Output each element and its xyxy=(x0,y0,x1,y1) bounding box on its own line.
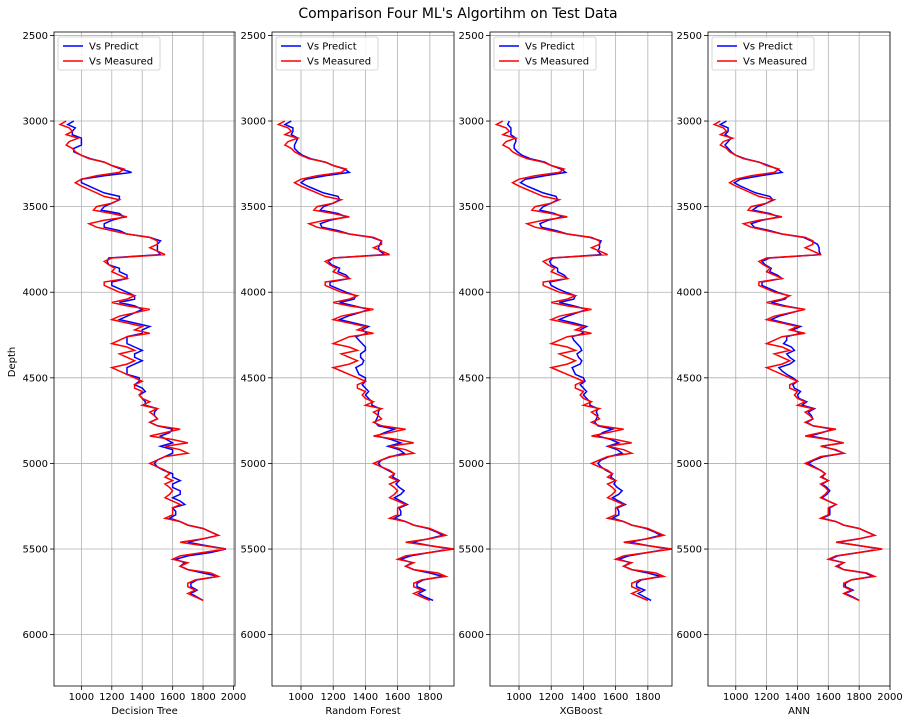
legend: Vs Predict Vs Measured xyxy=(275,36,379,71)
axes-frame xyxy=(53,31,236,687)
legend-label: Vs Measured xyxy=(89,57,153,68)
legend-box xyxy=(493,36,597,71)
y-tick-label: 3000 xyxy=(241,117,266,128)
x-tick-label: 1400 xyxy=(785,692,810,703)
legend-box xyxy=(275,36,379,71)
x-tick-label: 1400 xyxy=(571,692,596,703)
panel-ann: 1000 1200 1400 1600 1800 2000 2500 3000 3500 4000… xyxy=(677,31,903,717)
x-tick-label: 1600 xyxy=(603,692,628,703)
y-tick-label: 4500 xyxy=(241,373,266,384)
y-tick-label: 3000 xyxy=(23,117,48,128)
y-tick-label: 3000 xyxy=(677,117,702,128)
x-tick-label: 1600 xyxy=(385,692,410,703)
panel-random-forest: 1000 1200 1400 1600 1800 2500 3000 3500 4000 4500… xyxy=(241,31,455,717)
y-tick-label: 2500 xyxy=(23,31,48,42)
x-tick-label: 1400 xyxy=(353,692,378,703)
x-axis-label: Decision Tree xyxy=(111,706,178,717)
y-axis-label: Depth xyxy=(7,347,18,377)
axes-frame xyxy=(271,31,455,687)
legend-label: Vs Measured xyxy=(525,57,589,68)
y-tick-label: 2500 xyxy=(459,31,484,42)
x-tick-label: 1600 xyxy=(160,692,185,703)
x-tick-label: 1800 xyxy=(190,692,215,703)
x-tick-label: 2000 xyxy=(221,692,246,703)
x-tick-label: 1200 xyxy=(538,692,563,703)
legend-label: Vs Measured xyxy=(743,57,807,68)
y-tick-label: 4500 xyxy=(459,373,484,384)
y-tick-label: 6000 xyxy=(677,630,702,641)
x-tick-label: 1200 xyxy=(320,692,345,703)
series-vs-measured xyxy=(712,120,883,602)
x-tick-label: 1000 xyxy=(69,692,94,703)
y-tick-label: 4000 xyxy=(23,288,48,299)
panel-xgboost: 1000 1200 1400 1600 1800 2500 3000 3500 4000 4500… xyxy=(459,31,673,717)
x-tick-label: 1800 xyxy=(417,692,442,703)
x-tick-label: 1000 xyxy=(288,692,313,703)
series-vs-predict xyxy=(283,120,451,602)
y-tick-label: 5500 xyxy=(677,545,702,556)
y-tick-label: 5500 xyxy=(23,545,48,556)
legend-label: Vs Predict xyxy=(307,42,357,53)
x-tick-label: 1200 xyxy=(754,692,779,703)
x-tick-label: 1000 xyxy=(723,692,748,703)
legend: Vs Predict Vs Measured xyxy=(57,36,161,71)
y-tick-label: 5000 xyxy=(23,459,48,470)
series-vs-measured xyxy=(494,120,673,602)
series-vs-measured xyxy=(276,120,455,602)
y-tick-label: 3500 xyxy=(23,202,48,213)
x-tick-label: 1800 xyxy=(846,692,871,703)
y-tick-label: 6000 xyxy=(23,630,48,641)
y-tick-label: 4000 xyxy=(459,288,484,299)
y-tick-label: 4500 xyxy=(23,373,48,384)
x-tick-label: 2000 xyxy=(877,692,902,703)
y-tick-label: 5000 xyxy=(241,459,266,470)
y-tick-label: 5000 xyxy=(459,459,484,470)
y-tick-label: 2500 xyxy=(241,31,266,42)
x-tick-label: 1600 xyxy=(816,692,841,703)
legend: Vs Predict Vs Measured xyxy=(493,36,597,71)
y-tick-label: 3500 xyxy=(677,202,702,213)
x-tick-label: 1400 xyxy=(129,692,154,703)
y-tick-label: 6000 xyxy=(459,630,484,641)
x-tick-label: 1200 xyxy=(99,692,124,703)
x-tick-label: 1800 xyxy=(635,692,660,703)
axes-frame xyxy=(489,31,673,687)
y-tick-label: 3500 xyxy=(459,202,484,213)
y-tick-label: 5000 xyxy=(677,459,702,470)
y-tick-label: 4500 xyxy=(677,373,702,384)
y-tick-label: 3500 xyxy=(241,202,266,213)
panel-decision-tree: 1000 1200 1400 1600 1800 2000 2500 3000 3500 4000… xyxy=(23,31,247,717)
x-tick-label: 1000 xyxy=(506,692,531,703)
legend: Vs Predict Vs Measured xyxy=(711,36,815,71)
y-tick-label: 5500 xyxy=(459,545,484,556)
x-axis-label: Random Forest xyxy=(325,706,400,717)
axes-frame xyxy=(707,31,891,687)
legend-label: Vs Predict xyxy=(89,42,139,53)
legend-box xyxy=(711,36,815,71)
x-axis-label: ANN xyxy=(788,706,810,717)
y-tick-label: 3000 xyxy=(459,117,484,128)
panels: 1000 1200 1400 1600 1800 2000 2500 3000 3500 4000… xyxy=(23,31,903,717)
y-tick-label: 2500 xyxy=(677,31,702,42)
x-axis-label: XGBoost xyxy=(560,706,603,717)
legend-label: Vs Measured xyxy=(307,57,371,68)
series-vs-measured xyxy=(58,120,227,602)
legend-label: Vs Predict xyxy=(525,42,575,53)
y-tick-label: 4000 xyxy=(241,288,266,299)
y-tick-label: 5500 xyxy=(241,545,266,556)
y-tick-label: 4000 xyxy=(677,288,702,299)
y-tick-label: 6000 xyxy=(241,630,266,641)
legend-box xyxy=(57,36,161,71)
legend-label: Vs Predict xyxy=(743,42,793,53)
chart-title: Comparison Four ML's Algortihm on Test D… xyxy=(298,6,617,22)
